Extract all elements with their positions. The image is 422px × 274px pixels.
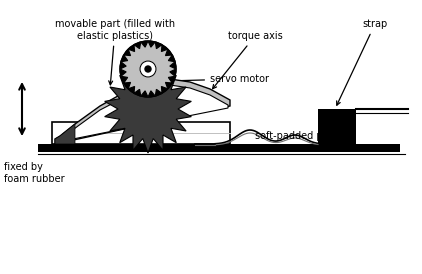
- Text: fixed by
foam rubber: fixed by foam rubber: [4, 162, 65, 184]
- Polygon shape: [105, 65, 191, 153]
- Text: soft-padded plate: soft-padded plate: [255, 131, 341, 141]
- Bar: [52, 122, 230, 144]
- Text: movable part (filled with
elastic plastics): movable part (filled with elastic plasti…: [55, 19, 175, 85]
- Text: servo motor: servo motor: [170, 74, 269, 84]
- Text: torque axis: torque axis: [213, 31, 282, 89]
- Polygon shape: [55, 124, 75, 144]
- Polygon shape: [120, 41, 176, 97]
- Circle shape: [120, 41, 176, 97]
- Bar: [318, 109, 356, 144]
- Polygon shape: [58, 85, 228, 142]
- Text: strap: strap: [337, 19, 388, 105]
- Circle shape: [140, 61, 156, 77]
- Bar: [38, 144, 400, 152]
- Polygon shape: [55, 79, 230, 144]
- Circle shape: [145, 66, 151, 72]
